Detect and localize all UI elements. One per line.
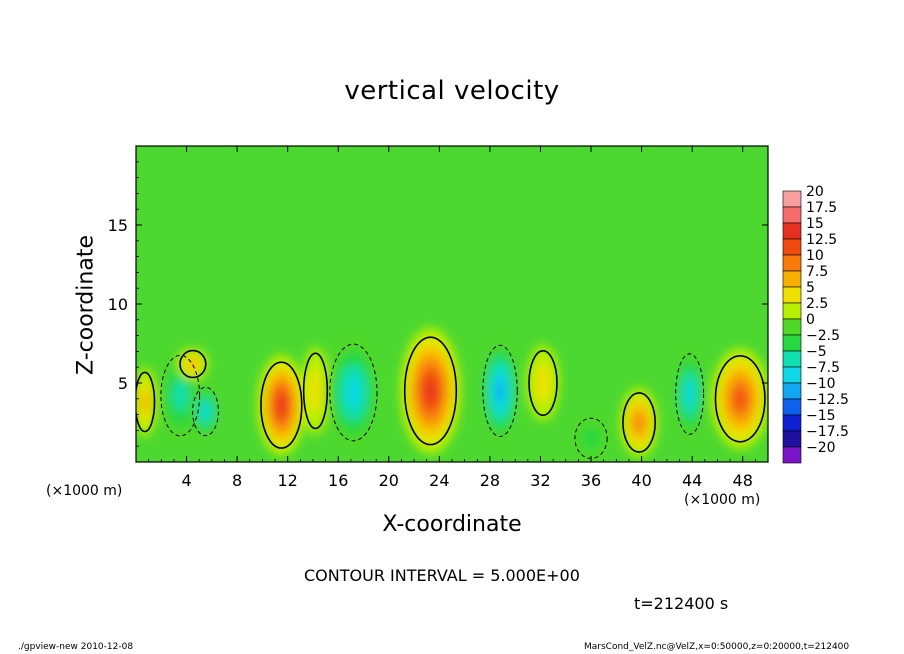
colorbar-swatch-3: [782, 238, 802, 256]
x-axis: 4 8 12 16 20 24 28 32 36 40 44 48: [148, 146, 756, 490]
field-cell-7-band-6: [425, 380, 436, 402]
footer-left-text: ./gpview-new 2010-12-08: [18, 642, 134, 652]
x-tick-label-28: 28: [480, 471, 500, 490]
colorbar-label-13: −12.5: [806, 392, 849, 408]
contour-line-6: [329, 343, 378, 442]
colorbar: 2017.51512.5107.552.50−2.5−5−7.5−10−12.5…: [782, 184, 849, 464]
contour-line-13: [714, 355, 766, 443]
x-tick-label-24: 24: [429, 471, 449, 490]
x-tick-label-20: 20: [379, 471, 399, 490]
colorbar-swatch-6: [782, 286, 802, 304]
field-cell-8-band-5: [495, 380, 505, 402]
colorbar-swatch-8: [782, 318, 802, 336]
x-tick-label-36: 36: [581, 471, 601, 490]
colorbar-label-12: −10: [806, 376, 836, 392]
field-cell-1-band-3: [172, 379, 188, 412]
x-tick-label-4: 4: [181, 471, 191, 490]
colorbar-label-15: −17.5: [806, 424, 849, 440]
contour-line-5: [302, 352, 329, 430]
contour-line-2: [192, 386, 219, 437]
colorbar-label-0: 20: [806, 184, 824, 200]
x-tick-label-32: 32: [530, 471, 550, 490]
colorbar-swatch-12: [782, 382, 802, 400]
contour-line-12: [675, 353, 705, 435]
x-axis-label: X-coordinate: [382, 512, 522, 537]
contour-line-4: [260, 361, 303, 449]
contour-line-9: [528, 349, 558, 417]
colorbar-swatch-1: [782, 206, 802, 224]
x-tick-label-40: 40: [631, 471, 651, 490]
field-cell-10-band-2: [581, 426, 601, 451]
colorbar-label-14: −15: [806, 408, 836, 424]
colorbar-swatch-16: [782, 446, 802, 464]
colorbar-label-2: 15: [806, 216, 824, 232]
colorbar-label-4: 10: [806, 248, 824, 264]
x-tick-label-16: 16: [328, 471, 348, 490]
x-unit-label-left: (×1000 m): [46, 483, 123, 499]
field-cell-2-band-4: [201, 404, 210, 419]
field-cell-5-band-2: [308, 368, 323, 414]
field-cell-12-band-4: [685, 382, 694, 406]
colorbar-label-16: −20: [806, 440, 836, 456]
colorbar-swatch-15: [782, 430, 802, 448]
colorbar-label-3: 12.5: [806, 232, 837, 248]
colorbar-swatch-5: [782, 270, 802, 288]
field-cell-0-band-3: [141, 390, 149, 414]
colorbar-swatch-10: [782, 350, 802, 368]
field-cell-11-band-4: [634, 413, 644, 432]
colorbar-label-1: 17.5: [806, 200, 837, 216]
colorbar-swatch-9: [782, 334, 802, 352]
colorbar-swatch-13: [782, 398, 802, 416]
contour-line-8: [482, 344, 518, 438]
x-tick-label-12: 12: [278, 471, 298, 490]
y-tick-label-10: 10: [108, 295, 128, 314]
colorbar-label-7: 2.5: [806, 296, 828, 312]
contour-line-11: [622, 392, 656, 453]
contour-interval-text: CONTOUR INTERVAL = 5.000E+00: [304, 566, 580, 585]
colorbar-swatch-2: [782, 222, 802, 240]
colorbar-swatch-4: [782, 254, 802, 272]
colorbar-swatch-7: [782, 302, 802, 320]
colorbar-label-5: 7.5: [806, 264, 828, 280]
chart-title: vertical velocity: [344, 76, 560, 106]
colorbar-swatch-0: [782, 190, 802, 208]
field-cell-6-band-4: [346, 378, 361, 407]
field-cell-13-band-5: [734, 388, 747, 409]
colorbar-label-9: −2.5: [806, 328, 840, 344]
y-tick-label-15: 15: [108, 216, 128, 235]
contour-line-3: [179, 349, 207, 379]
x-tick-label-8: 8: [232, 471, 242, 490]
colorbar-swatch-14: [782, 414, 802, 432]
field-cell-4-band-6: [277, 396, 286, 414]
contour-line-1: [160, 354, 201, 437]
colorbar-label-10: −5: [806, 344, 827, 360]
time-stamp: t=212400 s: [634, 594, 729, 613]
colorbar-label-6: 5: [806, 280, 815, 296]
contour-line-0: [136, 371, 156, 433]
colorbar-swatch-11: [782, 366, 802, 384]
colorbar-label-11: −7.5: [806, 360, 840, 376]
y-axis: 5 10 15: [108, 161, 768, 447]
colorbar-label-8: 0: [806, 312, 815, 328]
x-tick-label-44: 44: [682, 471, 702, 490]
y-tick-label-5: 5: [118, 374, 128, 393]
x-tick-label-48: 48: [733, 471, 753, 490]
field-cell-9-band-2: [534, 364, 552, 402]
footer-right-text: MarsCond_VelZ.nc@VelZ,x=0:50000,z=0:2000…: [584, 642, 850, 652]
contour-line-7: [403, 336, 458, 446]
x-unit-label-right: (×1000 m): [684, 492, 761, 508]
